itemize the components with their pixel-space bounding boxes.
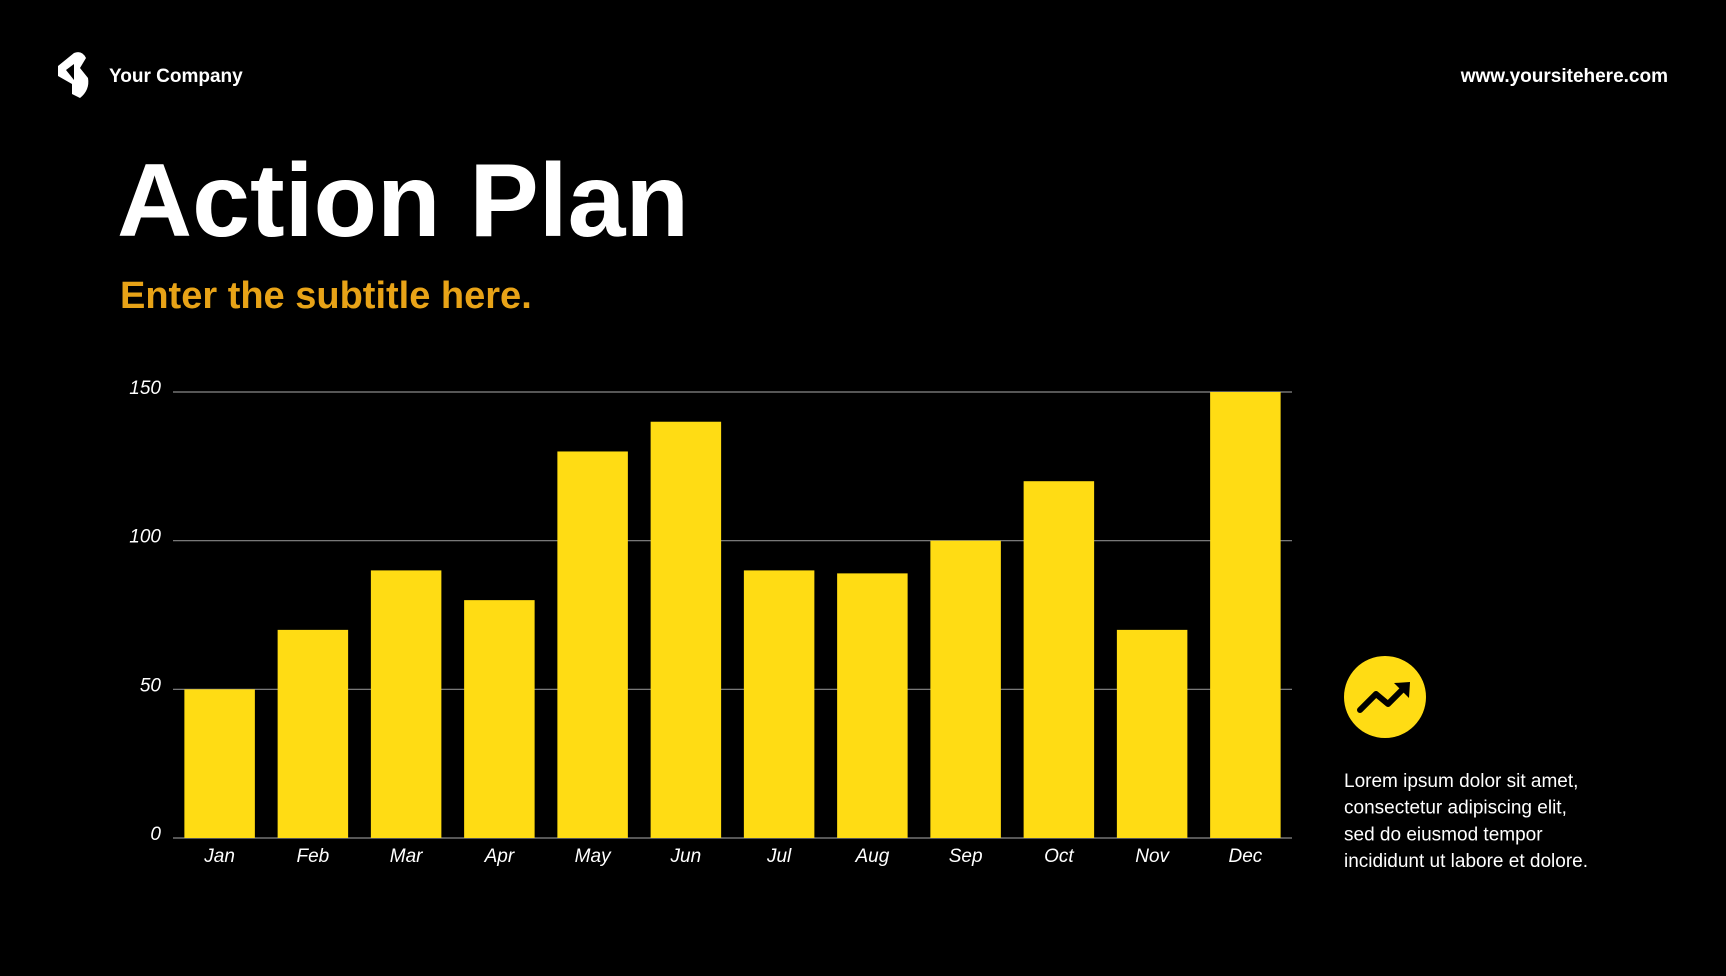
- bar: [1210, 392, 1281, 838]
- logo: [58, 52, 89, 98]
- x-tick-label: Apr: [484, 846, 515, 867]
- y-tick-label: 0: [150, 824, 161, 845]
- x-tick-label: Sep: [949, 846, 983, 867]
- x-tick-label: Mar: [390, 846, 423, 867]
- bar: [930, 540, 1001, 838]
- x-tick-label: May: [575, 846, 612, 867]
- note: Lorem ipsum dolor sit amet, consectetur a…: [1344, 771, 1588, 872]
- note-line: Lorem ipsum dolor sit amet,: [1344, 771, 1578, 792]
- bar: [743, 570, 815, 838]
- bar: [650, 421, 722, 838]
- x-tick-label: Feb: [297, 846, 330, 867]
- bar: [464, 600, 535, 838]
- subtitle: Enter the subtitle here.: [120, 275, 532, 317]
- x-tick-label: Jul: [766, 846, 792, 867]
- bar: [1023, 481, 1095, 838]
- y-tick-label: 100: [129, 527, 161, 548]
- x-tick-label: Dec: [1228, 846, 1262, 867]
- x-tick-label: Nov: [1135, 846, 1170, 867]
- note-line: consectetur adipiscing elit,: [1344, 798, 1567, 819]
- bar: [370, 570, 442, 838]
- title: Action Plan: [117, 143, 689, 259]
- bar: [184, 689, 255, 838]
- note-line: incididunt ut labore et dolore.: [1344, 851, 1588, 872]
- x-tick-label: Jun: [670, 846, 702, 867]
- y-tick-label: 50: [140, 675, 162, 696]
- company-name: Your Company: [109, 66, 243, 87]
- x-tick-label: Oct: [1044, 846, 1074, 867]
- bar: [1116, 629, 1188, 838]
- bar: [557, 451, 628, 838]
- bar: [837, 573, 908, 838]
- chart: 0 50 100 150 Jan Feb Mar Apr May Jun Jul Aug Sep Oct N…: [129, 378, 1292, 867]
- website: www.yoursitehere.com: [1460, 66, 1668, 87]
- x-tick-label: Jan: [203, 846, 235, 867]
- bar: [277, 629, 349, 838]
- note-line: sed do eiusmod tempor: [1344, 824, 1543, 845]
- x-tick-label: Aug: [854, 846, 889, 867]
- y-tick-label: 150: [129, 378, 161, 399]
- trend-icon: [1344, 656, 1426, 738]
